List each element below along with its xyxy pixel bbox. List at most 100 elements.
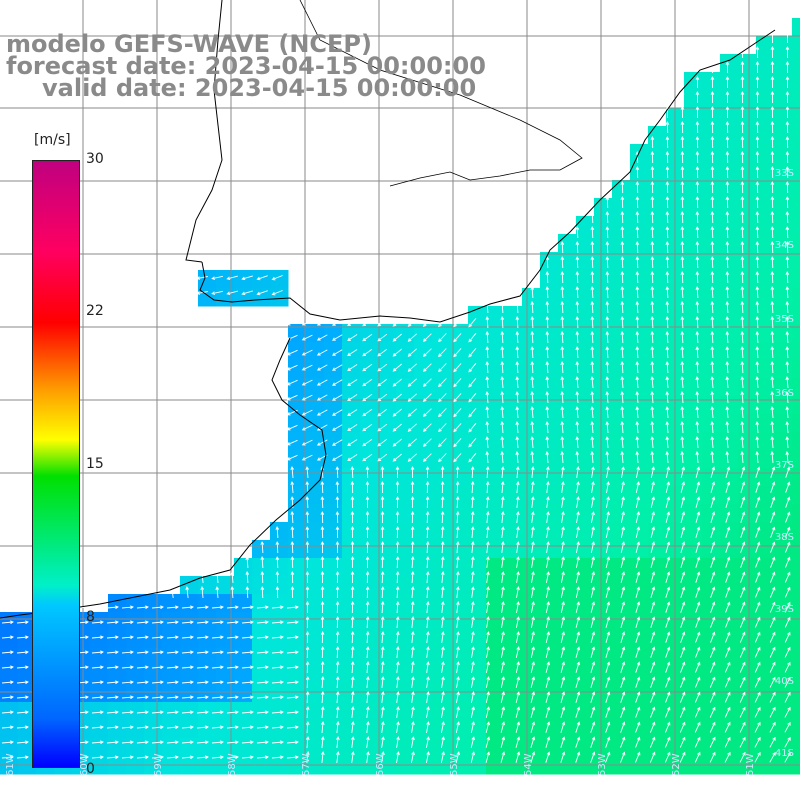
wind-arrow — [709, 691, 716, 703]
wind-cell — [702, 630, 721, 649]
wind-arrow — [410, 541, 415, 554]
wind-arrow — [740, 46, 745, 59]
wind-cell — [792, 720, 800, 739]
wind-cell — [702, 450, 721, 469]
wind-cell — [324, 720, 343, 739]
wind-arrow — [320, 706, 325, 719]
wind-cell — [306, 360, 325, 379]
wind-arrow — [501, 586, 505, 598]
wind-arrow — [362, 453, 373, 462]
wind-arrow — [754, 751, 761, 763]
wind-arrow — [350, 631, 355, 644]
wind-arrow — [395, 541, 400, 554]
wind-arrow — [620, 706, 626, 718]
wind-arrow — [770, 61, 775, 74]
wind-arrow — [784, 616, 791, 628]
wind-cell — [756, 738, 775, 757]
wind-arrow — [590, 391, 595, 404]
wind-arrow — [770, 241, 775, 254]
wind-cell — [252, 612, 271, 631]
wind-arrow — [530, 301, 535, 314]
wind-cell — [306, 396, 325, 415]
wind-arrow — [366, 736, 370, 748]
wind-cell — [360, 594, 379, 613]
wind-cell — [684, 612, 703, 631]
wind-cell — [630, 288, 649, 307]
wind-arrow — [770, 136, 775, 149]
wind-arrow — [680, 541, 686, 553]
wind-arrow — [362, 438, 373, 447]
wind-cell — [594, 288, 613, 307]
wind-cell — [594, 504, 613, 523]
wind-cell — [342, 414, 361, 433]
wind-cell — [378, 378, 397, 397]
wind-cell — [720, 306, 739, 325]
wind-arrow — [740, 91, 745, 104]
wind-arrow — [501, 556, 505, 568]
wind-cell — [558, 504, 577, 523]
wind-cell — [630, 648, 649, 667]
wind-cell — [450, 324, 469, 343]
wind-cell — [756, 360, 775, 379]
wind-arrow — [635, 286, 640, 299]
wind-arrow — [151, 680, 164, 685]
wind-cell — [180, 594, 199, 613]
wind-arrow — [377, 423, 388, 432]
wind-arrow — [769, 646, 776, 658]
wind-arrow — [377, 333, 388, 342]
wind-arrow — [426, 616, 430, 629]
wind-arrow — [560, 286, 565, 299]
wind-arrow — [350, 466, 355, 479]
wind-arrow — [440, 751, 445, 763]
wind-arrow — [151, 650, 164, 655]
wind-cell — [522, 594, 541, 613]
wind-arrow — [441, 691, 445, 703]
wind-arrow — [680, 226, 685, 239]
wind-cell — [450, 540, 469, 559]
wind-cell — [342, 612, 361, 631]
wind-arrow — [725, 361, 730, 374]
wind-arrow — [740, 226, 745, 239]
wind-cell — [180, 666, 199, 685]
wind-arrow — [650, 691, 656, 703]
wind-cell — [792, 162, 800, 181]
wind-arrow — [456, 571, 460, 584]
wind-cell — [792, 504, 800, 523]
wind-arrow — [650, 211, 655, 224]
wind-arrow — [455, 721, 460, 733]
wind-cell — [324, 342, 343, 361]
wind-arrow — [411, 676, 415, 688]
lon-label: 53W — [597, 753, 608, 776]
wind-arrow — [710, 586, 716, 598]
wind-cell — [702, 198, 721, 217]
wind-arrow — [470, 466, 475, 479]
wind-arrow — [635, 451, 639, 464]
wind-arrow — [665, 556, 671, 568]
wind-arrow — [635, 406, 640, 419]
wind-arrow — [724, 721, 731, 733]
wind-arrow — [709, 676, 716, 688]
wind-arrow — [545, 586, 550, 598]
wind-arrow — [91, 740, 104, 745]
wind-arrow — [710, 166, 715, 179]
wind-arrow — [486, 586, 490, 598]
wind-arrow — [396, 736, 400, 748]
wind-cell — [738, 180, 757, 199]
wind-arrow — [456, 646, 460, 658]
wind-arrow — [422, 423, 432, 432]
wind-arrow — [350, 496, 355, 509]
wind-arrow — [770, 451, 774, 464]
wind-arrow — [530, 331, 535, 344]
wind-arrow — [1, 620, 14, 625]
wind-cell — [414, 612, 433, 631]
wind-cell — [378, 720, 397, 739]
wind-arrow — [335, 586, 340, 599]
wind-cell — [684, 108, 703, 127]
wind-arrow — [410, 526, 415, 539]
wind-arrow — [136, 710, 149, 715]
wind-arrow — [316, 364, 328, 371]
wind-arrow — [500, 721, 506, 733]
wind-arrow — [695, 631, 701, 643]
wind-cell — [378, 684, 397, 703]
wind-cell — [270, 702, 289, 721]
